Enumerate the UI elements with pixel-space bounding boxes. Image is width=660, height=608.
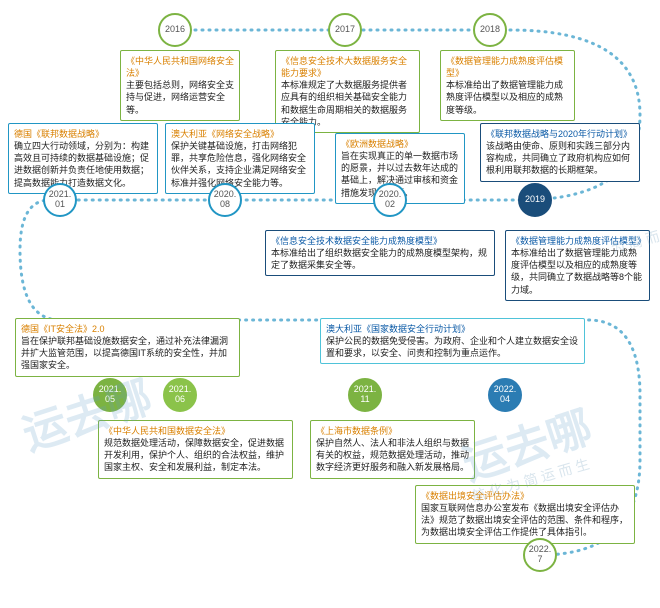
box-title: 《数据管理能力成熟度评估模型》 bbox=[511, 235, 644, 247]
box-title: 《上海市数据条例》 bbox=[316, 425, 469, 437]
box-body: 旨在保护联邦基础设施数据安全，通过补充法律漏洞并扩大监管范围，以提高德国IT系统… bbox=[21, 335, 234, 371]
info-box-b_sh: 《上海市数据条例》保护自然人、法人和非法人组织与数据有关的权益，规范数据处理活动… bbox=[310, 420, 475, 479]
box-body: 保护自然人、法人和非法人组织与数据有关的权益，规范数据处理活动，推动数字经济更好… bbox=[316, 437, 469, 473]
timeline-node-n2020_08: 2020. 08 bbox=[208, 183, 242, 217]
box-body: 本标准规定了大数据服务提供者应具有的组织相关基础安全能力和数据生命周期相关的数据… bbox=[281, 79, 414, 128]
box-body: 保护关键基础设施，打击网络犯罪，共享危险信息，强化网络安全伙伴关系，支持企业满足… bbox=[171, 140, 309, 189]
box-title: 《数据出境安全评估办法》 bbox=[421, 490, 629, 502]
box-title: 澳大利亚《国家数据安全行动计划》 bbox=[326, 323, 579, 335]
info-box-b2017: 《信息安全技术大数据服务安全能力要求》本标准规定了大数据服务提供者应具有的组织相… bbox=[275, 50, 420, 133]
box-body: 国家互联网信息办公室发布《数据出境安全评估办法》规范了数据出境安全评估的范围、条… bbox=[421, 502, 629, 538]
timeline-node-n2021_06: 2021. 06 bbox=[163, 378, 197, 412]
timeline-node-n2022_7: 2022. 7 bbox=[523, 538, 557, 572]
box-body: 本标准给出了组织数据安全能力的成熟度模型架构，规定了数据采集安全等。 bbox=[271, 247, 489, 271]
box-body: 保护公民的数据免受侵害。为政府、企业和个人建立数据安全设置和要求，以安全、问责和… bbox=[326, 335, 579, 359]
box-title: 《信息安全技术数据安全能力成熟度模型》 bbox=[271, 235, 489, 247]
info-box-b_au_plan: 澳大利亚《国家数据安全行动计划》保护公民的数据免受侵害。为政府、企业和个人建立数… bbox=[320, 318, 585, 364]
box-body: 本标准给出了数据管理能力成熟度评估模型以及相应的成熟度等级。 bbox=[446, 79, 569, 115]
info-box-b_cn_2019b: 《数据管理能力成熟度评估模型》本标准给出了数据管理能力成熟度评估模型以及相应的成… bbox=[505, 230, 650, 301]
info-box-b2016: 《中华人民共和国网络安全法》主要包括总则，网络安全支持与促进，网络运营安全等。 bbox=[120, 50, 240, 121]
timeline-node-n2021_11: 2021. 11 bbox=[348, 378, 382, 412]
info-box-b_au_2020: 澳大利亚《网络安全战略》保护关键基础设施，打击网络犯罪，共享危险信息，强化网络安… bbox=[165, 123, 315, 194]
box-title: 澳大利亚《网络安全战略》 bbox=[171, 128, 309, 140]
box-title: 《数据管理能力成熟度评估模型》 bbox=[446, 55, 569, 79]
box-body: 确立四大行动领域，分别为：构建高效且可持续的数据基础设施；促进数据创新并负责任地… bbox=[14, 140, 152, 189]
timeline-node-n2020_02: 2020. 02 bbox=[373, 183, 407, 217]
box-title: 《中华人民共和国网络安全法》 bbox=[126, 55, 234, 79]
info-box-b_de_it: 德国《IT安全法》2.0旨在保护联邦基础设施数据安全，通过补充法律漏洞并扩大监管… bbox=[15, 318, 240, 377]
timeline-node-n2016: 2016 bbox=[158, 13, 192, 47]
timeline-node-n2017: 2017 bbox=[328, 13, 362, 47]
timeline-node-n2021_05: 2021. 05 bbox=[93, 378, 127, 412]
box-title: 《联邦数据战略与2020年行动计划》 bbox=[486, 128, 634, 140]
timeline-node-n2022_04: 2022. 04 bbox=[488, 378, 522, 412]
info-box-b_de_2021: 德国《联邦数据战略》确立四大行动领域，分别为：构建高效且可持续的数据基础设施；促… bbox=[8, 123, 158, 194]
timeline-node-n2021_01: 2021. 01 bbox=[43, 183, 77, 217]
box-body: 该战略由使命、原则和实践三部分内容构成，共同确立了政府机构应如何根利用联邦数据的… bbox=[486, 140, 634, 176]
info-box-b_us_2019: 《联邦数据战略与2020年行动计划》该战略由使命、原则和实践三部分内容构成，共同… bbox=[480, 123, 640, 182]
box-body: 本标准给出了数据管理能力成熟度评估模型以及相应的成熟度等级，共同确立了数据战略等… bbox=[511, 247, 644, 296]
box-title: 德国《联邦数据战略》 bbox=[14, 128, 152, 140]
box-body: 主要包括总则，网络安全支持与促进，网络运营安全等。 bbox=[126, 79, 234, 115]
box-title: 德国《IT安全法》2.0 bbox=[21, 323, 234, 335]
box-title: 《欧洲数据战略》 bbox=[341, 138, 459, 150]
info-box-b_2022_7: 《数据出境安全评估办法》国家互联网信息办公室发布《数据出境安全评估办法》规范了数… bbox=[415, 485, 635, 544]
box-title: 《中华人民共和国数据安全法》 bbox=[104, 425, 287, 437]
box-body: 规范数据处理活动，保障数据安全，促进数据开发利用，保护个人、组织的合法权益，维护… bbox=[104, 437, 287, 473]
info-box-b2018: 《数据管理能力成熟度评估模型》本标准给出了数据管理能力成熟度评估模型以及相应的成… bbox=[440, 50, 575, 121]
info-box-b_cn_2019a: 《信息安全技术数据安全能力成熟度模型》本标准给出了组织数据安全能力的成熟度模型架… bbox=[265, 230, 495, 276]
timeline-node-n2018: 2018 bbox=[473, 13, 507, 47]
info-box-b_cn_law: 《中华人民共和国数据安全法》规范数据处理活动，保障数据安全，促进数据开发利用，保… bbox=[98, 420, 293, 479]
box-title: 《信息安全技术大数据服务安全能力要求》 bbox=[281, 55, 414, 79]
timeline-node-n2019: 2019 bbox=[518, 183, 552, 217]
